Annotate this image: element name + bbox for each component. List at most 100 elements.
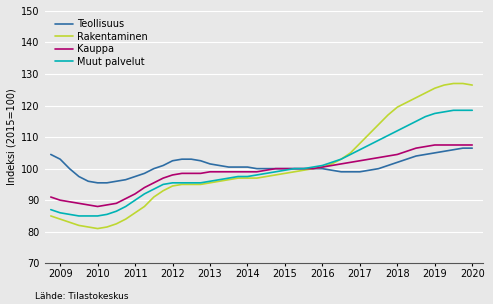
Kauppa bbox=[170, 173, 176, 177]
Muut palvelut bbox=[170, 181, 176, 185]
Line: Kauppa: Kauppa bbox=[51, 145, 472, 206]
Muut palvelut bbox=[441, 110, 447, 114]
Rakentaminen bbox=[423, 91, 428, 95]
Kauppa bbox=[413, 146, 419, 150]
Rakentaminen bbox=[104, 225, 110, 229]
Kauppa bbox=[451, 143, 457, 147]
Rakentaminen bbox=[207, 181, 213, 185]
Kauppa bbox=[198, 171, 204, 175]
Kauppa bbox=[423, 145, 428, 148]
Rakentaminen bbox=[348, 151, 353, 155]
Teollisuus bbox=[348, 170, 353, 174]
Kauppa bbox=[85, 203, 91, 207]
Teollisuus bbox=[310, 167, 316, 171]
Kauppa bbox=[376, 156, 382, 159]
Rakentaminen bbox=[67, 220, 72, 224]
Rakentaminen bbox=[366, 132, 372, 136]
Rakentaminen bbox=[95, 227, 101, 230]
Kauppa bbox=[113, 202, 119, 205]
Teollisuus bbox=[216, 164, 222, 167]
Muut palvelut bbox=[141, 192, 147, 196]
Teollisuus bbox=[113, 179, 119, 183]
Teollisuus bbox=[394, 161, 400, 164]
Rakentaminen bbox=[132, 211, 138, 215]
Kauppa bbox=[207, 170, 213, 174]
Muut palvelut bbox=[216, 178, 222, 181]
Teollisuus bbox=[48, 153, 54, 156]
Rakentaminen bbox=[413, 96, 419, 99]
Rakentaminen bbox=[273, 173, 279, 177]
Kauppa bbox=[141, 186, 147, 189]
Rakentaminen bbox=[123, 217, 129, 221]
Muut palvelut bbox=[179, 181, 185, 185]
Muut palvelut bbox=[329, 161, 335, 164]
Muut palvelut bbox=[263, 171, 269, 175]
Muut palvelut bbox=[67, 212, 72, 216]
Rakentaminen bbox=[451, 82, 457, 85]
Muut palvelut bbox=[423, 115, 428, 119]
Rakentaminen bbox=[329, 162, 335, 166]
Muut palvelut bbox=[357, 148, 363, 151]
Kauppa bbox=[366, 157, 372, 161]
Kauppa bbox=[310, 167, 316, 171]
Teollisuus bbox=[76, 175, 82, 178]
Muut palvelut bbox=[160, 183, 166, 186]
Kauppa bbox=[441, 143, 447, 147]
Teollisuus bbox=[179, 157, 185, 161]
Muut palvelut bbox=[310, 165, 316, 169]
Teollisuus bbox=[226, 165, 232, 169]
Teollisuus bbox=[188, 157, 194, 161]
Y-axis label: Indeksi (2015=100): Indeksi (2015=100) bbox=[7, 89, 17, 185]
Muut palvelut bbox=[451, 109, 457, 112]
Teollisuus bbox=[235, 165, 241, 169]
Teollisuus bbox=[432, 151, 438, 155]
Teollisuus bbox=[141, 171, 147, 175]
Line: Muut palvelut: Muut palvelut bbox=[51, 110, 472, 216]
Teollisuus bbox=[460, 146, 466, 150]
Muut palvelut bbox=[394, 129, 400, 133]
Rakentaminen bbox=[76, 223, 82, 227]
Muut palvelut bbox=[413, 119, 419, 123]
Kauppa bbox=[301, 167, 307, 171]
Kauppa bbox=[329, 164, 335, 167]
Kauppa bbox=[151, 181, 157, 185]
Teollisuus bbox=[198, 159, 204, 163]
Teollisuus bbox=[291, 167, 297, 171]
Teollisuus bbox=[263, 167, 269, 171]
Muut palvelut bbox=[95, 214, 101, 218]
Rakentaminen bbox=[141, 205, 147, 208]
Muut palvelut bbox=[113, 209, 119, 213]
Rakentaminen bbox=[291, 170, 297, 174]
Teollisuus bbox=[357, 170, 363, 174]
Text: Lähde: Tilastokeskus: Lähde: Tilastokeskus bbox=[35, 292, 128, 301]
Rakentaminen bbox=[254, 176, 260, 180]
Muut palvelut bbox=[319, 164, 325, 167]
Kauppa bbox=[160, 176, 166, 180]
Teollisuus bbox=[57, 157, 63, 161]
Kauppa bbox=[245, 170, 250, 174]
Muut palvelut bbox=[207, 179, 213, 183]
Rakentaminen bbox=[85, 225, 91, 229]
Teollisuus bbox=[282, 167, 288, 171]
Kauppa bbox=[394, 153, 400, 156]
Rakentaminen bbox=[263, 175, 269, 178]
Kauppa bbox=[216, 170, 222, 174]
Muut palvelut bbox=[226, 176, 232, 180]
Muut palvelut bbox=[469, 109, 475, 112]
Teollisuus bbox=[301, 167, 307, 171]
Muut palvelut bbox=[376, 138, 382, 142]
Muut palvelut bbox=[273, 170, 279, 174]
Teollisuus bbox=[104, 181, 110, 185]
Kauppa bbox=[263, 168, 269, 172]
Rakentaminen bbox=[179, 183, 185, 186]
Teollisuus bbox=[404, 157, 410, 161]
Muut palvelut bbox=[76, 214, 82, 218]
Teollisuus bbox=[366, 168, 372, 172]
Muut palvelut bbox=[104, 212, 110, 216]
Rakentaminen bbox=[57, 217, 63, 221]
Muut palvelut bbox=[188, 181, 194, 185]
Rakentaminen bbox=[319, 165, 325, 169]
Teollisuus bbox=[319, 167, 325, 171]
Rakentaminen bbox=[460, 82, 466, 85]
Teollisuus bbox=[170, 159, 176, 163]
